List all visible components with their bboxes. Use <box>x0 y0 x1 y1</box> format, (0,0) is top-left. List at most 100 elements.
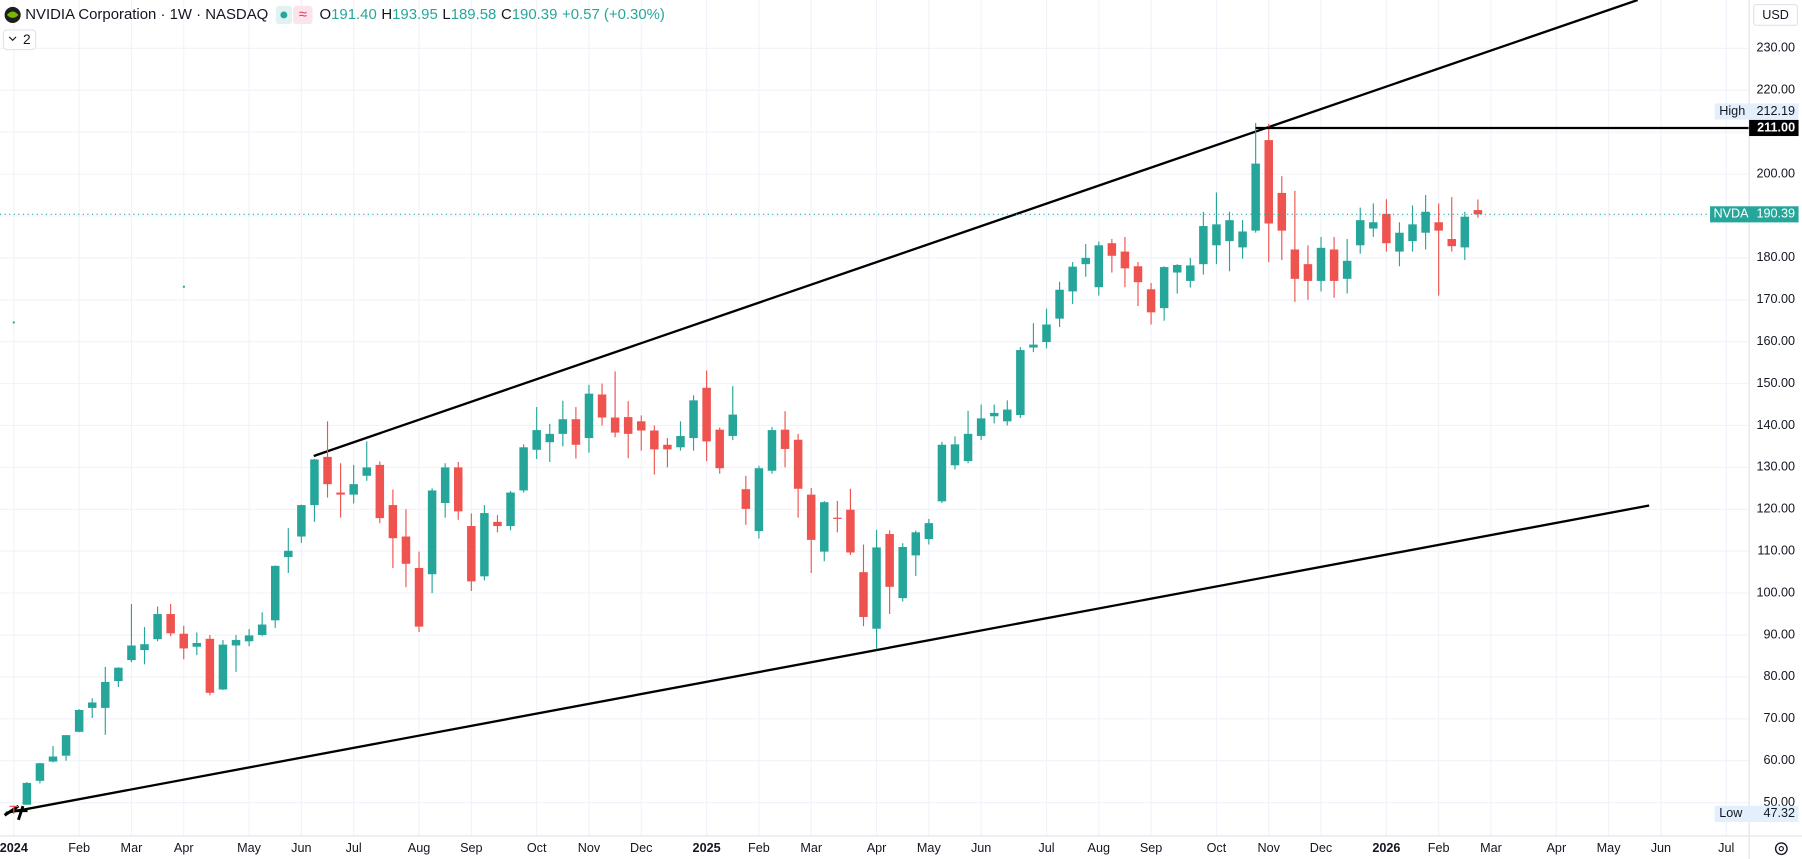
candle-body <box>1460 216 1470 248</box>
trend-line[interactable] <box>313 0 1639 458</box>
x-tick-label: Jun <box>291 841 311 855</box>
y-tick-label: 70.00 <box>1763 711 1795 725</box>
y-tick-label: 220.00 <box>1756 83 1795 97</box>
status-badge[interactable] <box>293 5 313 25</box>
candle-body <box>754 468 764 532</box>
y-tick-label: 130.00 <box>1756 460 1795 474</box>
candle-body <box>297 505 306 537</box>
y-tick-label: 120.00 <box>1756 502 1795 516</box>
y-tick-label: 110.00 <box>1757 544 1795 558</box>
candle-body <box>1355 220 1365 246</box>
candle-body <box>650 430 659 450</box>
candle-body <box>637 421 646 431</box>
x-tick-label: Jul <box>1038 841 1054 855</box>
trend-line[interactable] <box>5 504 1650 815</box>
candle-body <box>101 681 110 708</box>
candle-body <box>1186 265 1195 281</box>
x-tick-label: Apr <box>174 841 194 855</box>
price-tag-value: 190.39 <box>1756 207 1795 221</box>
high-tag-value: 212.19 <box>1756 104 1795 118</box>
candle-body <box>1329 249 1339 281</box>
candle-body <box>205 638 215 693</box>
candle-body <box>1264 140 1273 224</box>
x-tick-label: Sep <box>460 841 482 855</box>
candle-body <box>1382 213 1391 244</box>
currency-button[interactable] <box>1753 4 1798 26</box>
candle-body <box>1408 224 1417 242</box>
candle-body <box>323 456 332 485</box>
candle-body <box>9 805 19 807</box>
x-tick-label: 2024 <box>0 841 28 855</box>
candle-body <box>1199 226 1208 265</box>
candle-body <box>911 532 921 556</box>
candle-body <box>1029 344 1038 348</box>
candle-body <box>74 710 84 732</box>
candle-body <box>270 565 280 621</box>
candle-body <box>401 536 411 564</box>
candle-body <box>1081 257 1090 265</box>
y-tick-label: 140.00 <box>1756 418 1795 432</box>
candle-body <box>1068 266 1077 292</box>
price-tags: High 212.19 Low 47.32 211.00 NVDA 190.39 <box>1710 103 1799 822</box>
hline-tag-bg <box>1749 119 1799 137</box>
ohlc-label: O <box>319 6 331 23</box>
symbol-logo-mark <box>6 11 19 18</box>
candle-body <box>480 513 489 577</box>
candle-body <box>1042 324 1051 343</box>
gear-hub <box>1778 845 1784 852</box>
candle-body <box>963 433 973 462</box>
candle-body <box>859 572 868 617</box>
candle-body <box>1172 264 1182 273</box>
hline-tag-value: 211.00 <box>1757 120 1795 134</box>
candle-body <box>1133 266 1143 283</box>
x-tick-label: Sep <box>1140 841 1162 855</box>
candle-body <box>885 534 894 587</box>
candle-body <box>166 614 175 634</box>
x-tick-label: Feb <box>748 841 770 855</box>
candle-body <box>898 547 907 599</box>
indicator-toggle[interactable] <box>2 29 37 51</box>
x-tick-label: 2025 <box>693 841 721 855</box>
ohlc-label: C <box>501 6 512 23</box>
candle-body <box>231 640 241 646</box>
y-tick-label: 80.00 <box>1763 669 1795 683</box>
candle-body <box>506 492 515 527</box>
y-tick-label: 100.00 <box>1756 585 1795 599</box>
settings-icon[interactable] <box>1774 842 1788 856</box>
x-tick-label: Nov <box>578 841 601 855</box>
candle-body <box>924 523 934 540</box>
candle-body <box>833 517 842 519</box>
candle-body <box>127 645 136 661</box>
candle-body <box>1016 350 1025 416</box>
candle-body <box>1055 289 1064 319</box>
candle-body <box>440 467 450 504</box>
x-tick-label: May <box>917 841 942 855</box>
y-tick-label: 180.00 <box>1756 250 1795 264</box>
price-axis <box>1749 0 1802 836</box>
candle-body <box>257 624 267 636</box>
candle-body <box>310 459 319 506</box>
candle-body <box>806 494 816 540</box>
x-tick-label: Oct <box>527 841 547 855</box>
candle-body <box>872 547 881 629</box>
candle-body <box>767 430 777 471</box>
x-tick-label: May <box>1597 841 1622 855</box>
symbol-title[interactable]: NVIDIA Corporation · 1W · NASDAQ <box>25 6 268 23</box>
candle-body <box>1094 245 1104 288</box>
candle-body <box>1251 163 1260 231</box>
ohlc-value: 193.95 <box>392 6 438 23</box>
ohlc-value: 191.40 <box>331 6 377 23</box>
x-tick-label: Jul <box>1718 841 1734 855</box>
candle-body <box>1146 289 1156 313</box>
candle-body <box>989 412 999 417</box>
y-tick-label: 170.00 <box>1756 292 1795 306</box>
candle-body <box>453 467 463 512</box>
candle-body <box>1303 264 1313 281</box>
candle-body <box>597 394 607 418</box>
overlay <box>0 126 1750 215</box>
ohlc-label: L <box>442 6 450 23</box>
x-tick-label: Jun <box>971 841 991 855</box>
